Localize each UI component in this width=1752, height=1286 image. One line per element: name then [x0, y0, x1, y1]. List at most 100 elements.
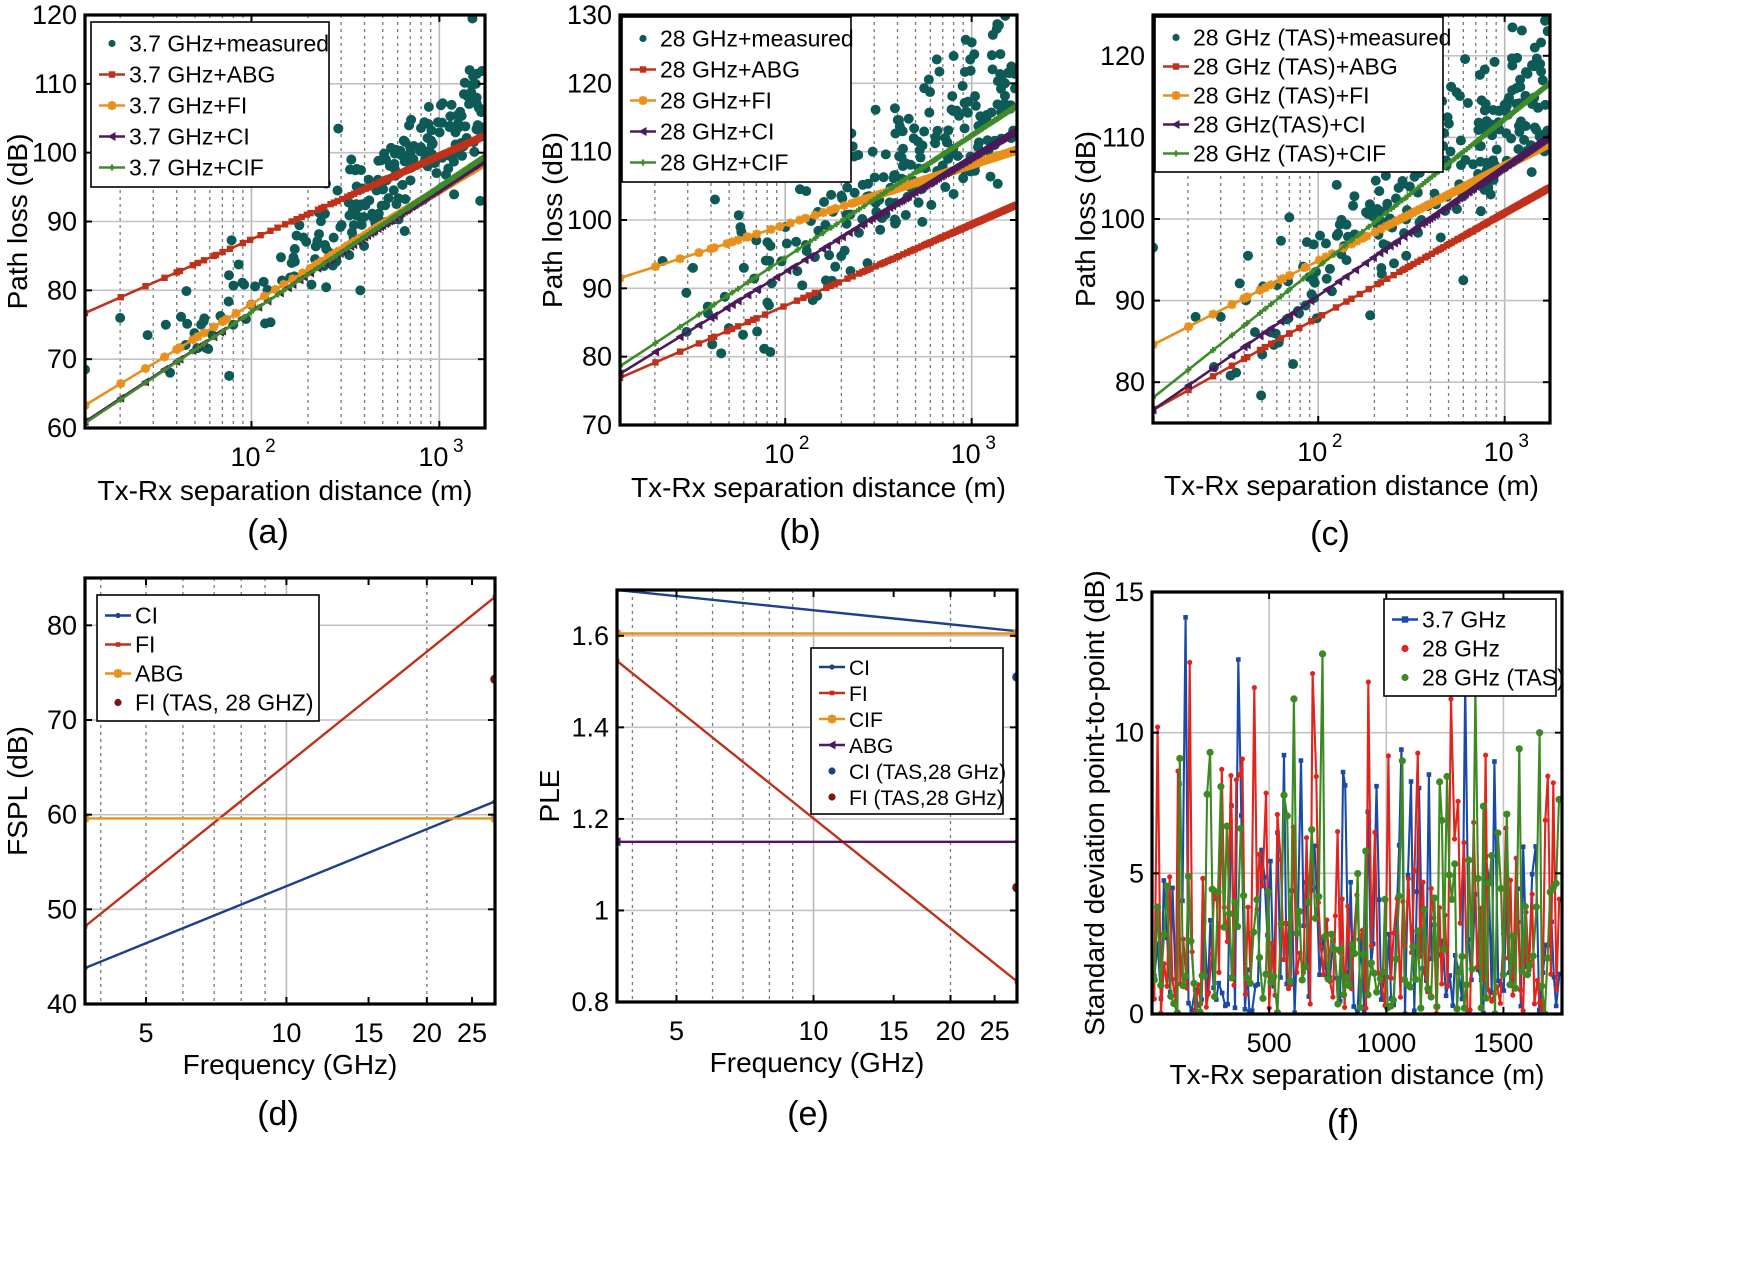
measured-point: [423, 101, 434, 112]
data-point: [1239, 756, 1246, 762]
triangle-marker: [772, 272, 781, 282]
legend-label: CI: [849, 657, 870, 680]
data-point: [1232, 1005, 1238, 1011]
cross-marker: [346, 244, 353, 251]
data-point: [1236, 657, 1241, 662]
data-point: [1385, 753, 1391, 759]
measured-point: [909, 123, 920, 134]
square-marker: [274, 224, 281, 231]
data-point: [1318, 944, 1324, 950]
square-marker: [753, 315, 760, 322]
measured-point: [762, 297, 773, 308]
measured-point: [346, 227, 357, 238]
measured-point: [762, 237, 773, 248]
data-point: [1292, 1010, 1297, 1014]
square-marker: [1406, 262, 1414, 270]
measured-point: [405, 175, 416, 186]
data-point: [1164, 983, 1170, 989]
data-point: [1499, 970, 1508, 978]
triangle-marker: [783, 265, 792, 275]
measured-point: [289, 244, 300, 255]
data-point: [1417, 1004, 1425, 1012]
data-point: [1167, 992, 1175, 1000]
data-point: [1219, 766, 1225, 772]
data-point: [1330, 994, 1336, 1000]
panel-caption: (e): [787, 1095, 829, 1133]
square-marker: [855, 270, 863, 277]
measured-point: [1331, 179, 1342, 190]
cross-marker: [1375, 215, 1382, 222]
data-point: [1492, 759, 1497, 764]
measured-point: [1529, 122, 1540, 133]
data-point: [1216, 980, 1221, 986]
square-marker: [1390, 271, 1397, 279]
square-marker: [827, 282, 834, 290]
data-point: [1362, 847, 1370, 855]
measured-point: [797, 280, 808, 291]
data-point: [1477, 1004, 1485, 1012]
square-marker: [358, 187, 365, 194]
cross-marker: [372, 226, 379, 233]
measured-point: [973, 137, 984, 148]
data-point: [1281, 957, 1287, 963]
measured-point: [182, 318, 193, 329]
star-marker: [831, 204, 841, 214]
measured-point: [820, 219, 831, 230]
legend-marker: [108, 71, 116, 78]
measured-point: [1365, 310, 1376, 321]
data-point: [1311, 914, 1319, 922]
data-point: [1510, 992, 1516, 998]
square-marker: [895, 252, 903, 260]
data-point: [1396, 842, 1402, 848]
square-marker: [723, 327, 731, 335]
star-marker: [1208, 309, 1218, 319]
measured-point: [794, 184, 805, 195]
legend-label: 28 GHz (TAS): [1422, 665, 1565, 691]
data-point: [1553, 1003, 1559, 1009]
y-tick-label: 80: [47, 275, 77, 305]
cross-marker: [231, 320, 238, 327]
legend-label: 3.7 GHz+ABG: [129, 62, 275, 88]
series: [617, 628, 1017, 638]
cross-marker: [1277, 293, 1284, 300]
square-marker: [1332, 304, 1340, 311]
square-marker: [85, 309, 89, 317]
square-marker: [707, 334, 715, 342]
data-point: [1387, 1002, 1395, 1010]
measured-point: [444, 120, 455, 131]
legend-marker: [1401, 673, 1409, 682]
data-point: [1203, 790, 1211, 798]
data-point: [1537, 1007, 1542, 1013]
star-marker: [288, 274, 298, 284]
measured-point: [258, 276, 269, 287]
data-point: [1420, 879, 1426, 885]
data-point: [1342, 1004, 1348, 1010]
data-point: [1340, 991, 1348, 999]
legend-marker: [829, 664, 835, 670]
measured-point: [898, 143, 909, 154]
data-point: [1298, 758, 1304, 763]
data-point: [1428, 885, 1434, 892]
measured-point: [738, 262, 749, 273]
measured-point: [849, 187, 860, 198]
measured-point: [226, 235, 237, 246]
measured-point: [176, 311, 187, 322]
measured-point: [1535, 58, 1546, 69]
data-point: [1497, 884, 1505, 893]
panel-caption: (c): [1310, 515, 1350, 553]
measured-point: [380, 154, 391, 165]
measured-point: [764, 255, 775, 266]
axes-frame: [615, 588, 1019, 1004]
y-tick-label: 110: [569, 137, 612, 167]
measured-point: [903, 113, 914, 124]
measured-point: [1363, 209, 1374, 220]
data-point: [1526, 961, 1534, 969]
legend-marker: [107, 101, 117, 110]
square-marker: [321, 203, 328, 211]
legend: CI FI CIF ABG CI (TAS,28 GHz) FI (TAS,28 GHz): [810, 647, 1006, 815]
square-marker: [1410, 260, 1417, 268]
measured-point: [957, 81, 968, 92]
data-point: [1406, 983, 1415, 991]
measured-point: [987, 64, 998, 75]
measured-point: [1256, 390, 1267, 401]
